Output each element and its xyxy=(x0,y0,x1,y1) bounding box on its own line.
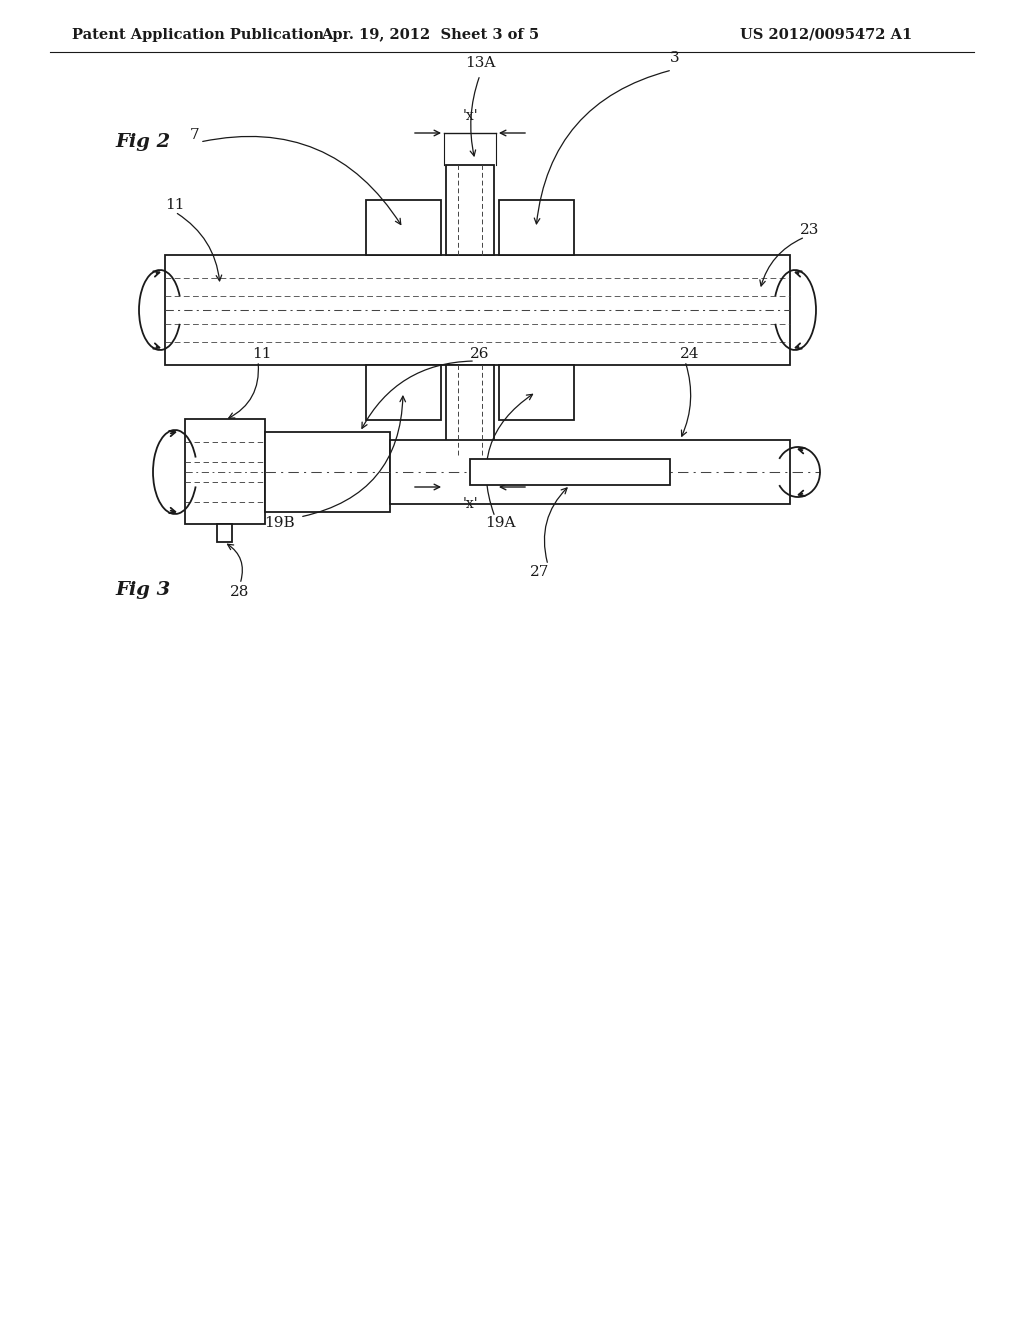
Text: 27: 27 xyxy=(530,565,549,579)
Text: Fig 2: Fig 2 xyxy=(115,133,170,150)
Text: Fig 3: Fig 3 xyxy=(115,581,170,599)
Bar xyxy=(185,418,265,524)
Bar xyxy=(217,524,232,543)
Text: Patent Application Publication: Patent Application Publication xyxy=(72,28,324,42)
Bar xyxy=(165,255,790,366)
Text: 19A: 19A xyxy=(485,516,515,531)
Bar xyxy=(499,366,574,420)
Text: 13A: 13A xyxy=(465,55,496,70)
Text: 'x': 'x' xyxy=(462,110,478,123)
Text: 24: 24 xyxy=(680,347,699,360)
Bar xyxy=(470,459,670,484)
Bar xyxy=(446,366,494,455)
Bar xyxy=(499,201,574,255)
Bar xyxy=(366,366,441,420)
Text: 11: 11 xyxy=(165,198,184,213)
Bar xyxy=(390,440,790,504)
Text: 19B: 19B xyxy=(264,516,295,531)
Bar xyxy=(265,432,390,512)
Text: 3: 3 xyxy=(670,51,680,65)
Text: 26: 26 xyxy=(470,347,489,360)
Text: Apr. 19, 2012  Sheet 3 of 5: Apr. 19, 2012 Sheet 3 of 5 xyxy=(321,28,539,42)
Text: 7: 7 xyxy=(190,128,200,143)
Bar xyxy=(366,201,441,255)
Text: US 2012/0095472 A1: US 2012/0095472 A1 xyxy=(740,28,912,42)
Text: 28: 28 xyxy=(230,585,250,599)
Text: 23: 23 xyxy=(800,223,819,238)
Text: 11: 11 xyxy=(252,347,271,360)
Text: 'x': 'x' xyxy=(462,498,478,511)
Bar xyxy=(446,165,494,255)
